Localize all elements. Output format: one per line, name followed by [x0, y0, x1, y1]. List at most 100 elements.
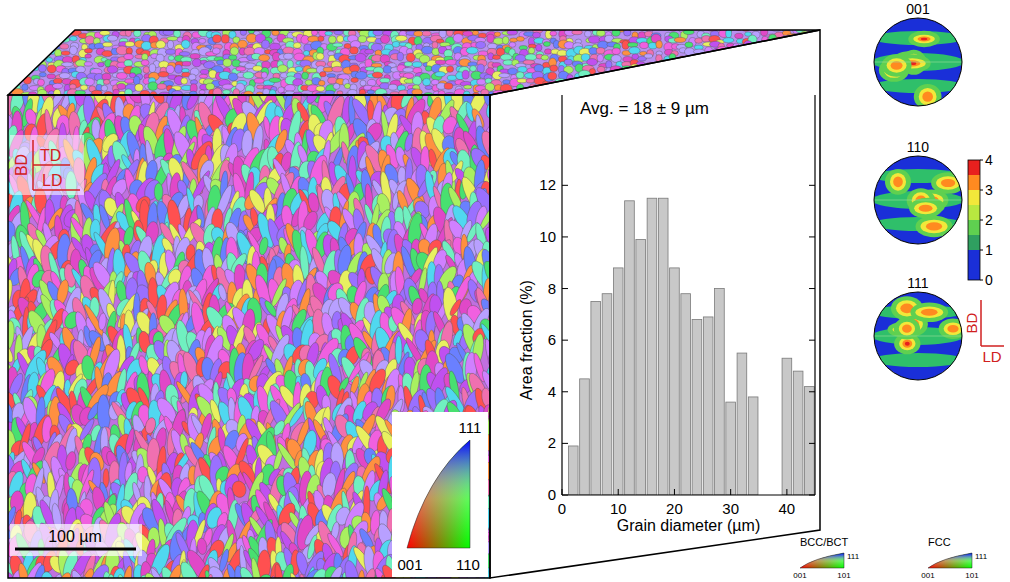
grain [536, 44, 542, 51]
grain [447, 28, 454, 36]
grain [284, 53, 293, 59]
grain [412, 62, 422, 68]
grain [464, 85, 472, 89]
grain [6, 42, 15, 50]
grain [0, 38, 8, 45]
grain [360, 80, 366, 86]
grain [573, 23, 584, 30]
grain [158, 72, 169, 77]
grain [466, 47, 478, 54]
grain [318, 36, 324, 41]
grain [154, 183, 163, 201]
grain [380, 78, 390, 83]
grain [11, 58, 22, 67]
grain [21, 54, 29, 60]
grain [488, 43, 498, 49]
grain [55, 49, 62, 57]
grain [212, 48, 220, 54]
grain [391, 24, 400, 29]
grain [101, 85, 107, 91]
grain [564, 59, 572, 65]
grain [503, 60, 513, 65]
grain [181, 78, 188, 84]
grain [520, 24, 528, 29]
grain [822, 90, 832, 95]
grain [543, 42, 550, 47]
grain [596, 48, 605, 54]
grain [388, 84, 397, 90]
grain [819, 72, 829, 80]
grain [723, 38, 734, 43]
grain [269, 78, 281, 83]
grain [168, 56, 174, 61]
grain [157, 84, 166, 90]
grain [199, 38, 206, 43]
grain [509, 42, 516, 47]
grain [1, 83, 7, 90]
grain [327, 74, 336, 78]
grain [143, 25, 151, 30]
grain [228, 73, 238, 81]
grain [425, 86, 432, 90]
grain [141, 60, 149, 66]
grain [148, 82, 158, 91]
grain [350, 24, 359, 28]
grain [306, 68, 318, 73]
grain [445, 60, 457, 66]
grain [422, 46, 433, 54]
grain [0, 67, 7, 73]
grain [0, 52, 6, 61]
grain [325, 31, 333, 35]
grain [85, 54, 92, 58]
grain [236, 67, 246, 71]
grain [629, 23, 636, 29]
grain [0, 41, 8, 49]
grain [365, 49, 374, 54]
grain [254, 78, 264, 83]
grain [295, 66, 303, 71]
front-face-map [8, 95, 490, 578]
grain [69, 84, 76, 90]
grain [350, 47, 358, 54]
grain [156, 41, 166, 49]
grain [7, 32, 14, 37]
grain [238, 40, 248, 48]
grain [165, 49, 175, 54]
grain [20, 36, 29, 41]
grain [821, 59, 832, 67]
grain [767, 25, 777, 29]
grain [820, 81, 832, 87]
grain [472, 30, 478, 35]
grain [423, 78, 431, 86]
grain [302, 72, 309, 79]
grain [508, 68, 518, 75]
grain [47, 31, 54, 36]
grain [516, 72, 524, 79]
grain [533, 32, 541, 38]
grain [494, 23, 500, 30]
grain [0, 74, 4, 81]
grain [109, 23, 116, 31]
grain [4, 77, 14, 85]
grain [45, 37, 56, 42]
grain [825, 30, 832, 37]
grain [199, 74, 207, 78]
grain [14, 78, 21, 83]
grain [351, 78, 359, 83]
grain [603, 22, 614, 30]
grain [150, 25, 157, 29]
grain [0, 99, 6, 104]
grain [29, 32, 39, 38]
grain [0, 47, 8, 53]
grain [94, 25, 101, 30]
grain [6, 54, 12, 60]
grain [40, 31, 48, 39]
grain [815, 25, 824, 30]
grain [516, 37, 524, 42]
grain [230, 47, 238, 55]
grain [674, 37, 686, 42]
grain [15, 26, 27, 31]
grain [629, 47, 640, 54]
grain [55, 22, 62, 30]
grain [46, 58, 53, 63]
